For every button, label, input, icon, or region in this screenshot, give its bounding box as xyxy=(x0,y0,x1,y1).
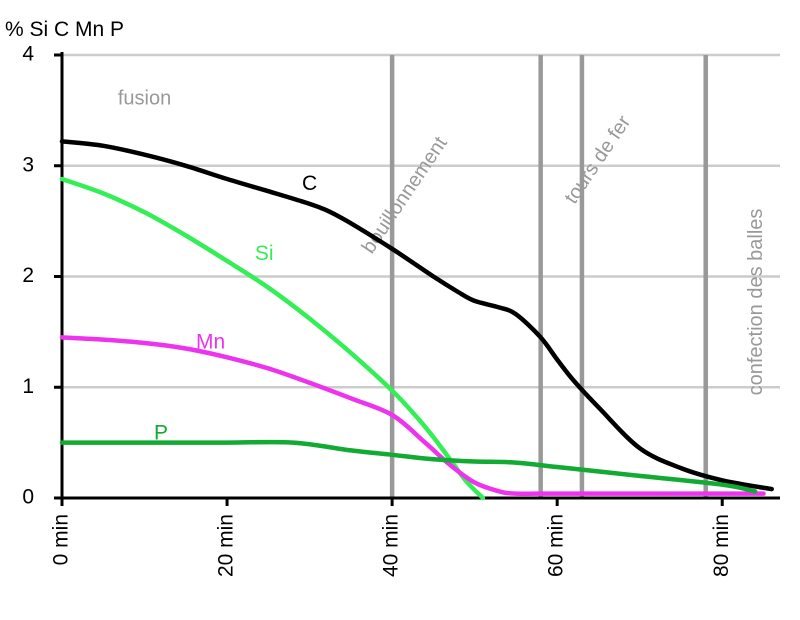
y-tick-label-4: 4 xyxy=(22,43,34,66)
series-line-mn xyxy=(59,335,766,496)
x-tick-label-60: 60 min xyxy=(545,514,568,577)
y-tick-label-3: 3 xyxy=(22,153,34,176)
y-tick-label-0: 0 xyxy=(22,486,34,509)
y-tick-label-1: 1 xyxy=(22,375,34,398)
series-label-c: C xyxy=(302,172,317,195)
series-label-si: Si xyxy=(255,242,274,265)
x-tick-label-20: 20 min xyxy=(215,514,238,577)
phase-label-4: confection des balles xyxy=(745,209,767,396)
series-line-si xyxy=(59,176,486,501)
series-label-mn: Mn xyxy=(196,330,225,353)
phase-label-3: tours de fer xyxy=(560,111,635,207)
y-tick-label-2: 2 xyxy=(22,264,34,287)
x-tick-label-0: 0 min xyxy=(50,514,73,565)
phase-label-2: bouillonnement xyxy=(358,133,452,258)
x-tick-label-40: 40 min xyxy=(380,514,403,577)
series-label-p: P xyxy=(154,421,168,444)
x-tick-label-80: 80 min xyxy=(710,514,733,577)
phase-label-1: fusion xyxy=(118,88,171,110)
y-axis-title: % Si C Mn P xyxy=(5,18,124,41)
series-line-p xyxy=(59,439,758,494)
series-line-c xyxy=(59,139,774,492)
